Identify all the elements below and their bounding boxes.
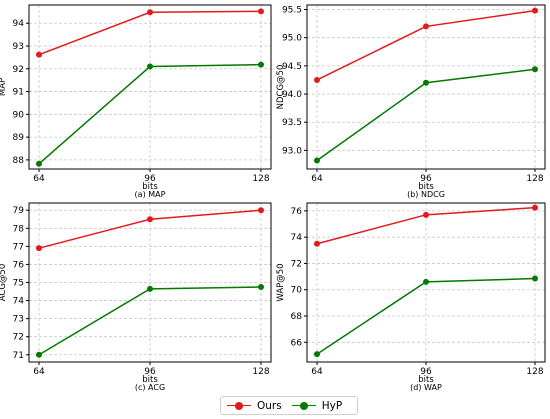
y-tick-label: 77: [13, 242, 24, 252]
y-axis-label: ACG@50: [0, 264, 8, 302]
y-tick-label: 94: [13, 19, 25, 29]
y-axis-label: WAP@50: [276, 263, 286, 301]
data-point-ours: [147, 216, 153, 223]
y-tick-label: 68: [291, 312, 303, 322]
y-tick-label: 95.5: [282, 6, 302, 16]
data-point-ours: [423, 211, 429, 218]
data-point-ours: [314, 240, 320, 247]
legend-label-ours: Ours: [257, 399, 282, 412]
data-point-hyp: [532, 275, 538, 282]
x-tick-label: 96: [144, 174, 156, 184]
chart-caption: (b) NDCG: [407, 190, 445, 199]
y-tick-label: 92: [13, 65, 24, 75]
y-tick-label: 71: [13, 351, 24, 361]
y-tick-label: 88: [13, 156, 25, 166]
y-tick-label: 76: [291, 207, 303, 217]
chart-panel-4: 66 68 70 72 74 76 64 96 128 bits(d) WAP WAP@50: [276, 202, 546, 392]
y-tick-label: 89: [13, 133, 25, 143]
x-axis-label: bits: [418, 375, 434, 385]
chart-caption: (d) WAP: [410, 383, 442, 392]
y-tick-label: 70: [291, 286, 303, 296]
legend-label-hyp: HyP: [321, 399, 343, 412]
x-tick-label: 64: [311, 174, 323, 184]
legend-item-ours: Ours: [227, 400, 282, 412]
legend-swatch-ours: [227, 401, 251, 411]
x-tick-label: 128: [526, 367, 543, 377]
data-point-ours: [532, 204, 538, 211]
x-tick-label: 96: [420, 367, 432, 377]
data-point-hyp: [147, 285, 153, 292]
y-tick-label: 90: [13, 110, 25, 120]
data-point-hyp: [423, 79, 429, 86]
y-axis-label: MAP: [0, 78, 8, 96]
x-tick-label: 64: [33, 174, 45, 184]
y-tick-label: 93.0: [282, 146, 302, 156]
y-axis-label: NDCG@50: [276, 65, 286, 110]
data-point-ours: [314, 76, 320, 83]
x-tick-label: 128: [252, 367, 269, 377]
data-point-hyp: [314, 351, 320, 358]
x-axis-label: bits: [142, 375, 158, 385]
data-point-hyp: [258, 61, 264, 68]
y-tick-label: 79: [13, 206, 25, 216]
x-tick-label: 96: [420, 174, 432, 184]
y-tick-label: 94.5: [282, 62, 302, 72]
y-tick-label: 93.5: [282, 118, 302, 128]
data-point-ours: [532, 7, 538, 14]
data-point-ours: [258, 207, 264, 214]
y-tick-label: 91: [13, 88, 24, 98]
data-point-hyp: [258, 284, 264, 291]
x-axis-label: bits: [142, 182, 158, 192]
chart-panel-1: 88 89 90 91 92 93 94 64 96 128 bits(a) MAP MAP: [0, 4, 272, 199]
data-point-hyp: [36, 351, 42, 358]
chart-panel-2: 93.0 93.5 94.0 94.5 95.0 95.5 64 96 128 bits(b) N…: [276, 4, 546, 199]
y-tick-label: 72: [13, 333, 24, 343]
x-axis-label: bits: [418, 182, 434, 192]
x-tick-label: 128: [526, 174, 543, 184]
y-tick-label: 72: [291, 259, 302, 269]
chart-panel-3: 71 72 73 74 75 76 77 78 79 64 96 128 bits(c) ACG ACG@…: [0, 202, 272, 392]
y-tick-label: 94.0: [282, 90, 302, 100]
data-point-ours: [36, 51, 42, 58]
x-tick-label: 96: [144, 367, 156, 377]
y-tick-label: 73: [13, 315, 24, 325]
chart-caption: (c) ACG: [135, 383, 165, 392]
data-point-hyp: [314, 157, 320, 164]
data-point-ours: [147, 9, 153, 16]
legend: Ours HyP: [220, 396, 358, 415]
y-tick-label: 74: [291, 233, 303, 243]
data-point-hyp: [423, 278, 429, 285]
y-tick-label: 76: [13, 260, 25, 270]
y-tick-label: 93: [13, 42, 24, 52]
x-tick-label: 64: [33, 367, 45, 377]
data-point-hyp: [36, 160, 42, 167]
y-tick-label: 78: [13, 224, 25, 234]
y-tick-label: 66: [291, 338, 303, 348]
x-tick-label: 64: [311, 367, 323, 377]
chart-caption: (a) MAP: [135, 190, 166, 199]
x-tick-label: 128: [252, 174, 269, 184]
legend-item-hyp: HyP: [291, 399, 343, 412]
data-point-ours: [423, 23, 429, 30]
data-point-ours: [36, 245, 42, 252]
legend-swatch-hyp: [291, 401, 316, 411]
y-tick-label: 74: [13, 297, 25, 307]
data-point-hyp: [532, 66, 538, 73]
y-tick-label: 75: [13, 279, 24, 289]
data-point-ours: [258, 8, 264, 15]
data-point-hyp: [147, 63, 153, 70]
y-tick-label: 95.0: [282, 34, 302, 44]
